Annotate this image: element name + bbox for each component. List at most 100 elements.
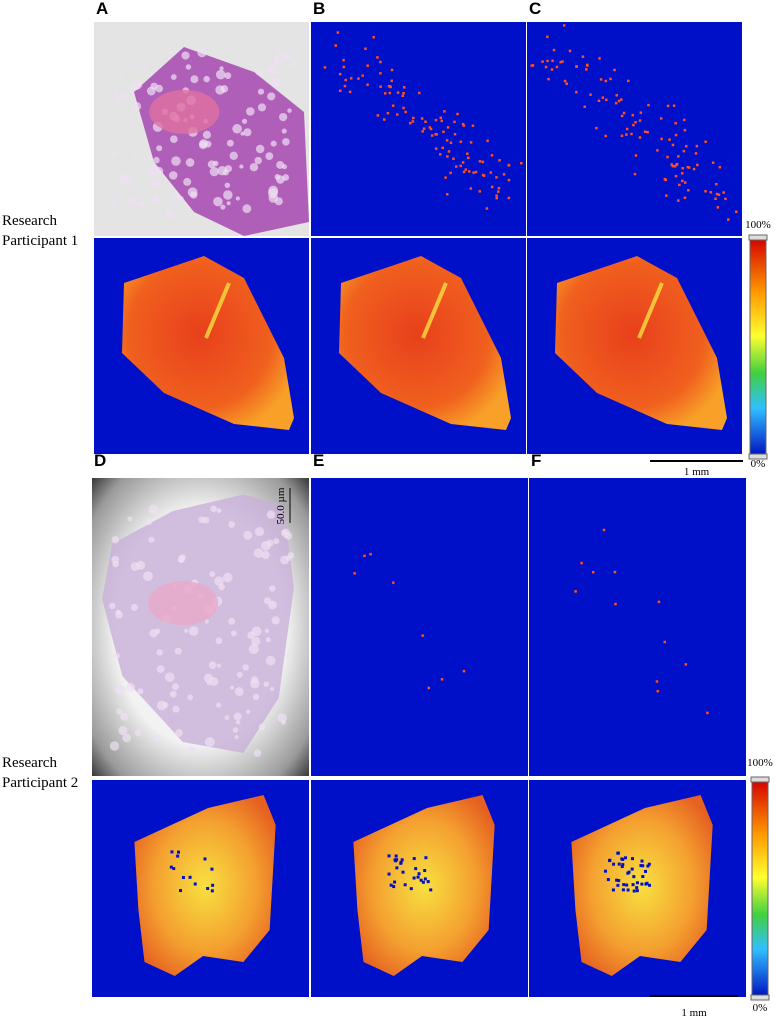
gland — [190, 191, 198, 199]
gland — [212, 160, 219, 167]
ion-pixel — [716, 206, 720, 209]
gland — [229, 685, 234, 690]
gland — [246, 107, 255, 116]
heatmap-pixel — [169, 865, 173, 869]
ion-pixel — [550, 68, 554, 71]
ion-pixel — [706, 711, 709, 715]
heatmap-pixel — [632, 889, 636, 893]
ion-pixel — [683, 128, 687, 132]
gland — [169, 690, 177, 698]
ion-pixel — [613, 68, 616, 72]
ion-pixel — [660, 137, 663, 141]
colorbar-min: 0% — [753, 1002, 768, 1014]
ion-pixel — [575, 65, 578, 68]
ion-pixel — [462, 124, 466, 127]
gland — [270, 140, 277, 147]
ion-pixel — [672, 104, 676, 107]
gland — [287, 108, 292, 113]
gland — [210, 505, 217, 513]
ion-pixel — [389, 85, 392, 89]
ion-pixel — [442, 130, 445, 134]
ion-pixel — [674, 133, 678, 137]
ion-pixel — [486, 139, 489, 143]
ion-pixel — [434, 133, 437, 136]
gland — [213, 196, 223, 207]
gland — [172, 683, 179, 691]
gland — [171, 156, 181, 166]
heatmap-pixel — [409, 887, 413, 891]
ion-pixel — [379, 85, 382, 88]
heatmap-pixel — [417, 872, 421, 876]
ion-pixel — [552, 48, 556, 52]
gland — [146, 86, 156, 96]
ion-pixel — [447, 150, 451, 153]
ion-pixel — [369, 552, 372, 556]
heatmap-pixel — [419, 878, 423, 882]
ion-pixel — [485, 207, 489, 210]
ion-pixel — [583, 105, 586, 108]
gland — [224, 715, 230, 720]
gland — [115, 611, 123, 619]
gland — [235, 196, 240, 201]
colorbar-cap — [748, 234, 768, 241]
ion-pixel — [390, 79, 393, 83]
ion-image — [311, 478, 528, 776]
ion-pixel — [647, 103, 650, 107]
gland — [268, 600, 277, 610]
gland — [115, 97, 123, 105]
gland — [198, 140, 208, 150]
ion-pixel — [383, 92, 387, 95]
gland — [143, 571, 153, 582]
gland — [183, 177, 192, 186]
gland — [181, 51, 190, 60]
heatmap-pixel — [640, 859, 644, 863]
gland — [220, 85, 229, 93]
heatmap-tissue — [122, 256, 294, 430]
ion-pixel — [684, 663, 688, 666]
gland — [274, 197, 283, 206]
gland — [215, 69, 226, 80]
gland — [204, 737, 215, 747]
gland — [251, 626, 262, 637]
ion-image — [311, 22, 526, 236]
gland — [224, 72, 232, 80]
gland — [156, 649, 163, 656]
gland — [276, 175, 285, 184]
gland — [284, 532, 293, 540]
heatmap-pixel — [394, 859, 398, 863]
gland — [273, 538, 280, 545]
heatmap-pixel — [616, 883, 620, 887]
gland — [156, 665, 165, 673]
gland — [127, 516, 133, 522]
panel-label: D — [94, 451, 106, 470]
ion-pixel — [613, 570, 617, 574]
gland — [220, 204, 226, 210]
gland — [188, 745, 196, 753]
ion-pixel — [469, 141, 473, 144]
ion-pixel — [482, 174, 486, 177]
colorbar — [751, 779, 769, 998]
gland — [289, 61, 297, 68]
gland — [223, 190, 233, 200]
ion-pixel — [657, 600, 661, 604]
heatmap-pixel — [421, 880, 425, 884]
ion-pixel — [597, 99, 601, 103]
ion-pixel — [598, 57, 601, 60]
ion-pixel — [323, 66, 327, 69]
gland — [240, 131, 245, 136]
heatmap-tissue — [555, 256, 727, 430]
gland — [111, 536, 120, 544]
gland — [202, 130, 211, 139]
gland — [204, 619, 209, 624]
ion-pixel — [683, 181, 687, 184]
gland — [263, 681, 270, 687]
ion-pixel — [627, 79, 630, 83]
heatmap-pixel — [621, 888, 625, 892]
gland — [232, 727, 239, 733]
gland — [123, 174, 133, 184]
ion-pixel — [620, 98, 623, 101]
gland — [282, 51, 291, 61]
ion-pixel — [396, 91, 400, 94]
heatmap-pixel — [621, 857, 625, 861]
gland — [257, 103, 267, 112]
